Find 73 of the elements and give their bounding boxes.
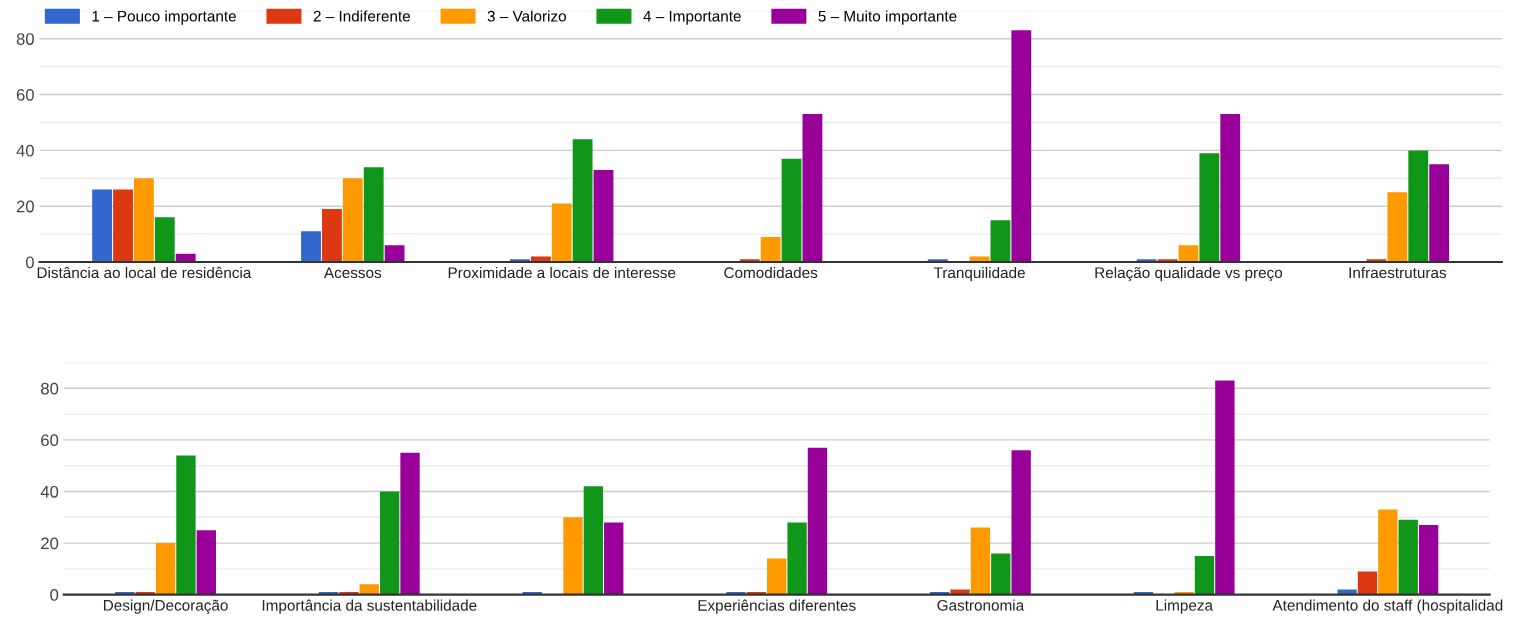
bar: [400, 452, 420, 595]
bar: [342, 178, 363, 263]
y-tick-label: 60: [41, 434, 59, 447]
y-tick-label: 80: [16, 33, 34, 45]
x-tick-label: Infraestruturas: [1349, 266, 1447, 279]
legend-label: 3 – Valorizo: [487, 10, 566, 22]
bar: [572, 139, 593, 263]
bar: [1429, 164, 1450, 263]
x-tick-label: Atendimento do staff (hospitalidad: [1272, 599, 1503, 614]
bar: [990, 220, 1011, 263]
bar: [767, 558, 787, 595]
bar: [301, 231, 321, 263]
y-tick-label: 20: [16, 200, 34, 213]
bar: [92, 189, 113, 263]
x-tick-label: Importância da sustentabilidade: [262, 599, 477, 614]
bar: [1194, 555, 1215, 595]
bar: [760, 236, 781, 263]
x-tick-label: Design/Decoração: [103, 599, 228, 614]
bar: [802, 114, 823, 263]
bar: [563, 517, 583, 595]
y-tick-label: 40: [40, 485, 59, 498]
bar: [583, 486, 604, 595]
x-tick-label: Gastronomia: [937, 599, 1025, 611]
bar: [1220, 114, 1241, 263]
bar: [1398, 519, 1418, 595]
bar: [196, 530, 216, 595]
x-tick-label: Tranquilidade: [933, 266, 1025, 282]
bar: [133, 178, 154, 263]
bar: [1178, 245, 1199, 263]
bar: [113, 189, 133, 263]
bar: [154, 217, 175, 263]
bar: [363, 167, 384, 263]
bar: [1378, 509, 1398, 595]
x-tick-label: Limpeza: [1156, 599, 1213, 614]
x-tick-label: Distância ao local de residência: [37, 266, 252, 279]
bar: [807, 447, 828, 595]
bar: [530, 256, 551, 263]
x-tick-label: Acessos: [323, 267, 382, 279]
bar: [787, 522, 807, 595]
y-tick-label: 0: [25, 256, 34, 269]
bar: [1387, 192, 1408, 263]
y-tick-label: 40: [16, 144, 34, 157]
bar: [970, 527, 991, 595]
bar: [604, 522, 624, 595]
bar: [379, 491, 400, 595]
x-tick-label: Relação qualidade vs preço: [1095, 266, 1283, 282]
x-tick-label: Comodidades: [724, 266, 818, 279]
bar: [1011, 450, 1031, 595]
bar: [1357, 571, 1378, 595]
bar: [384, 245, 405, 263]
bar: [359, 584, 379, 595]
bar: [1011, 30, 1032, 263]
bar: [991, 553, 1011, 595]
legend-label: 2 – Indiferente: [313, 10, 410, 22]
bar: [176, 455, 196, 595]
y-tick-label: 0: [50, 589, 59, 601]
bar: [1199, 153, 1220, 263]
y-tick-label: 20: [41, 537, 59, 550]
legend-label: 1 – Pouco importante: [92, 10, 236, 25]
x-tick-label: Proximidade a locais de interesse: [448, 266, 676, 279]
bar: [322, 209, 342, 263]
bar: [1418, 525, 1439, 595]
y-tick-label: 80: [41, 382, 59, 395]
bar: [1408, 150, 1429, 263]
y-tick-label: 60: [16, 88, 34, 101]
bar: [781, 158, 802, 263]
bar: [551, 203, 572, 263]
legend-label: 4 – Importante: [643, 10, 741, 25]
bar: [155, 543, 176, 595]
bar: [593, 169, 614, 263]
x-tick-label: Experiências diferentes: [698, 599, 856, 614]
legend-label: 5 – Muito importante: [818, 10, 957, 25]
bar: [1215, 380, 1235, 595]
